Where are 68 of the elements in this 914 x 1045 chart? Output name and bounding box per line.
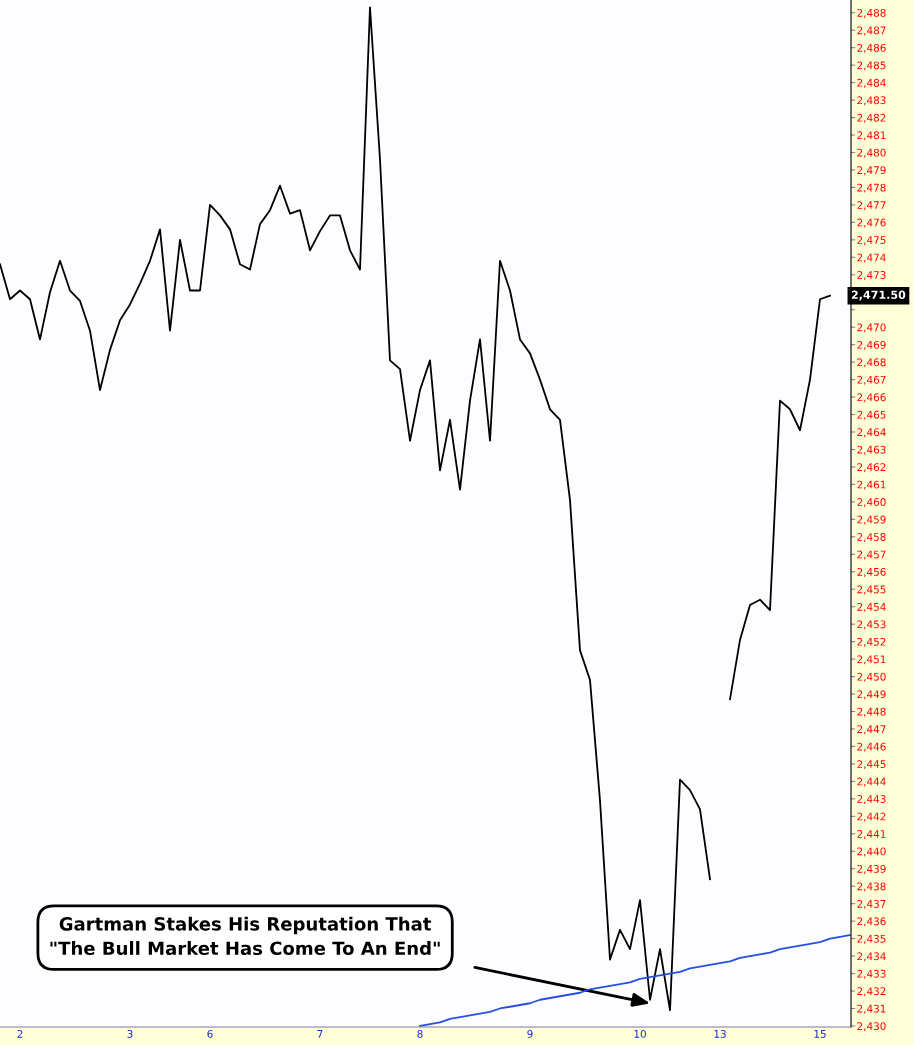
y-tick-label: 2,482	[857, 113, 886, 123]
x-tick-label: 2	[17, 1029, 23, 1038]
x-tick-label: 13	[714, 1029, 726, 1038]
y-tick-label: 2,434	[857, 952, 886, 962]
y-tick-label: 2,474	[857, 253, 886, 263]
x-tick-label: 15	[814, 1030, 826, 1038]
y-tick-label: 2,435	[857, 934, 886, 944]
y-tick-label: 2,449	[857, 690, 886, 700]
y-tick-label: 2,453	[857, 620, 886, 630]
y-tick-label: 2,446	[857, 742, 886, 752]
x-tick-label: 6	[207, 1029, 213, 1038]
y-tick-label: 2,438	[857, 882, 886, 892]
y-tick-label: 2,467	[857, 375, 886, 385]
y-tick-label: 2,437	[857, 899, 886, 909]
y-tick-label: 2,439	[857, 864, 886, 874]
y-tick-label: 2,430	[857, 1022, 886, 1032]
y-tick-label: 2,469	[857, 340, 886, 350]
y-tick-label: 2,470	[857, 323, 886, 333]
text: 2,471.50	[851, 290, 906, 301]
y-tick-label: 2,447	[857, 725, 886, 735]
y-tick-label: 2,458	[857, 533, 886, 542]
y-tick-label: 2,452	[857, 637, 886, 647]
y-tick-label: 2,455	[857, 585, 886, 595]
y-tick-label: 2,478	[857, 183, 886, 193]
y-tick-label: 2,443	[857, 795, 886, 805]
y-tick-label: 2,488	[857, 8, 886, 18]
y-tick-label: 2,480	[857, 148, 886, 158]
y-tick-label: 2,465	[857, 410, 886, 420]
y-tick-label: 2,475	[857, 236, 886, 246]
y-tick-label: 2,477	[857, 201, 886, 211]
y-tick-label: 2,485	[857, 61, 886, 71]
x-tick-label: 3	[127, 1029, 133, 1038]
y-tick-label: 2,433	[857, 969, 886, 979]
y-tick-label: 2,464	[857, 428, 886, 438]
y-tick-label: 2,484	[857, 78, 886, 88]
y-tick-label: 2,466	[857, 393, 886, 403]
y-tick-label: 2,441	[857, 830, 886, 839]
y-tick-label: 2,445	[857, 760, 886, 770]
y-tick-label: 2,432	[857, 987, 886, 997]
y-tick-label: 2,473	[857, 271, 886, 280]
y-tick-label: 2,454	[857, 602, 886, 612]
y-tick-label: 2,476	[857, 218, 886, 228]
y-tick-label: 2,440	[857, 847, 886, 857]
y-tick-label: 2,479	[857, 166, 886, 176]
y-tick-label: 2,487	[857, 26, 886, 36]
y-tick-label: 2,459	[857, 515, 886, 525]
y-tick-label: 2,486	[857, 43, 886, 53]
y-tick-label: 2,444	[857, 777, 886, 787]
y-tick-label: 2,451	[857, 655, 886, 665]
y-tick-label: 2,448	[857, 707, 886, 717]
y-tick-label: 2,463	[857, 445, 886, 455]
annotation: Gartman Stakes His Reputation That "The Bull Market Has Come To An End"	[50, 916, 440, 956]
y-tick-label: 2,483	[857, 96, 886, 106]
x-tick-label: 10	[634, 1029, 646, 1038]
y-tick-label: 2,456	[857, 567, 886, 577]
x-tick-label: 7	[317, 1030, 323, 1038]
y-tick-label: 2,450	[857, 672, 886, 682]
x-tick-label: 8	[417, 1029, 423, 1038]
y-tick-label: 2,436	[857, 917, 886, 927]
y-tick-label: 2,431	[857, 1004, 886, 1014]
y-tick-label: 2,457	[857, 550, 886, 560]
y-tick-label: 2,468	[857, 358, 886, 368]
y-tick-label: 2,481	[857, 131, 886, 141]
x-tick-label: 9	[527, 1029, 533, 1038]
y-tick-label: 2,460	[857, 498, 886, 508]
y-tick-label: 2,461	[857, 480, 886, 490]
y-tick-label: 2,442	[857, 812, 886, 822]
y-tick-label: 2,462	[857, 463, 886, 473]
